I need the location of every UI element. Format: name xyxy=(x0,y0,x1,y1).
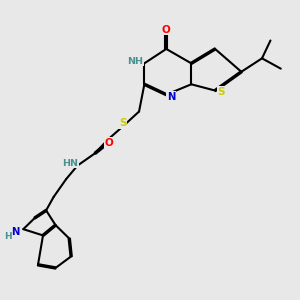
Text: N: N xyxy=(167,92,175,102)
Text: S: S xyxy=(119,118,127,128)
Text: H: H xyxy=(4,232,11,241)
Text: NH: NH xyxy=(128,57,144,66)
Text: S: S xyxy=(218,87,225,97)
Text: HN: HN xyxy=(62,159,79,168)
Text: N: N xyxy=(11,227,20,237)
Text: O: O xyxy=(162,25,171,34)
Text: O: O xyxy=(105,138,114,148)
